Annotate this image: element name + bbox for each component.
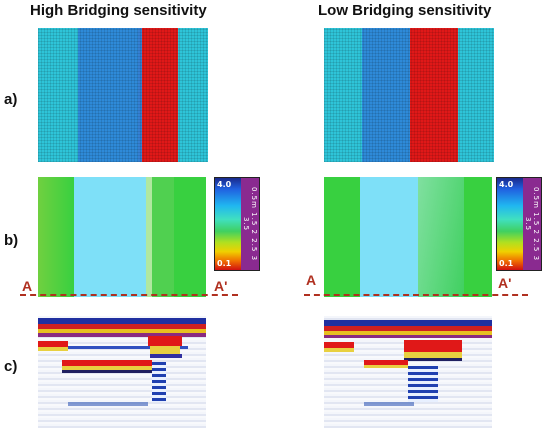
section-label-a-high: A — [22, 278, 33, 294]
colorbar-max-label: 4.0 — [217, 180, 232, 189]
section-line-high — [20, 294, 238, 296]
seismic-panel-high — [38, 316, 206, 428]
heading-high-bridging: High Bridging sensitivity — [30, 2, 207, 19]
panel-b-low — [324, 177, 492, 297]
colorbar-max-label: 4.0 — [499, 180, 514, 189]
section-line-low — [304, 294, 528, 296]
section-label-a-low: A — [306, 272, 317, 288]
colorbar-scale: 0.5m 1.5 2 2.5 3 3.5 — [242, 186, 258, 262]
section-label-a-prime-high: A' — [214, 278, 228, 294]
row-label-b: b) — [4, 232, 19, 249]
row-label-c: c) — [4, 358, 18, 375]
colorbar-min-label: 0.1 — [217, 259, 232, 268]
seismic-panel-low — [324, 316, 492, 428]
colorbar-min-label: 0.1 — [499, 259, 514, 268]
panel-a-low — [324, 28, 494, 162]
panel-b-high — [38, 177, 206, 297]
panel-a-high — [38, 28, 208, 162]
colorbar-low: 4.0 0.1 0.5m 1.5 2 2.5 3 3.5 — [496, 177, 542, 271]
heading-low-bridging: Low Bridging sensitivity — [318, 2, 492, 19]
colorbar-high: 4.0 0.1 0.5m 1.5 2 2.5 3 3.5 — [214, 177, 260, 271]
colorbar-scale: 0.5m 1.5 2 2.5 3 3.5 — [524, 186, 540, 262]
row-label-a: a) — [4, 91, 18, 108]
section-label-a-prime-low: A' — [498, 275, 512, 291]
